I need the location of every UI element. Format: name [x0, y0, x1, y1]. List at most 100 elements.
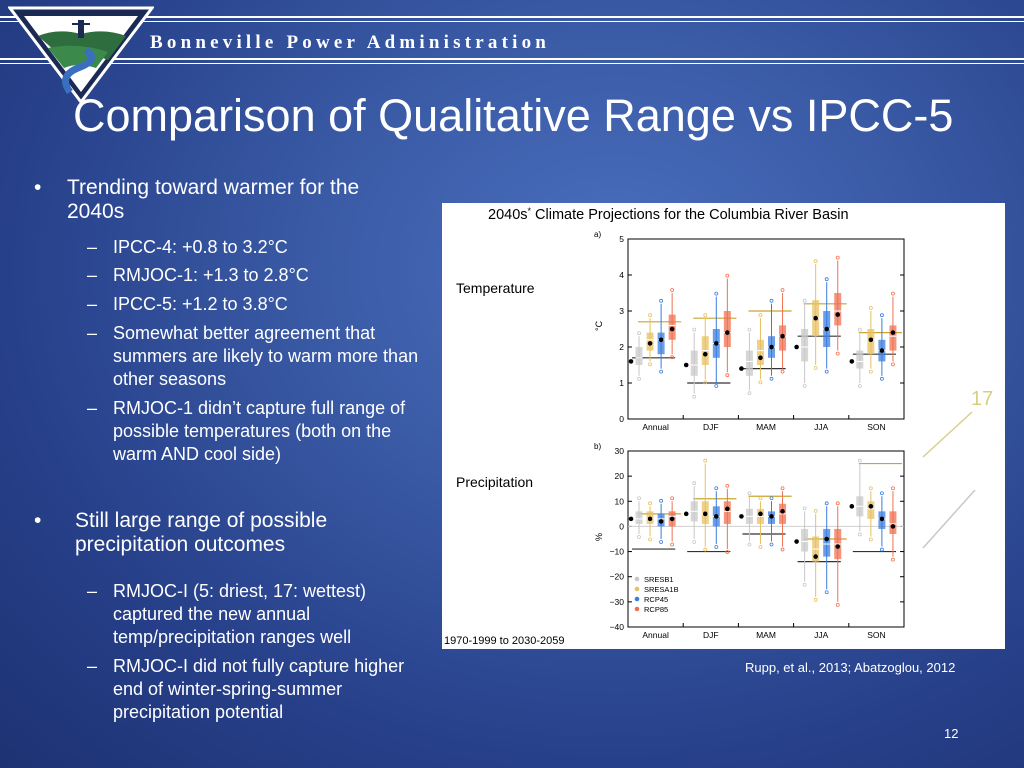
outlier-point	[648, 501, 652, 506]
outlier-point	[692, 327, 697, 332]
mean-point	[780, 333, 785, 339]
outlier-point	[857, 532, 862, 537]
mean-point	[683, 511, 689, 517]
outlier-point	[758, 496, 763, 501]
outlier-point	[780, 369, 785, 374]
mean-point	[868, 337, 874, 343]
legend-label: SRESB1	[644, 575, 674, 584]
bullet-text: Still large range of possible precipitat…	[75, 509, 328, 556]
legend-label: RCP45	[644, 595, 668, 604]
outlier-point	[648, 537, 652, 542]
y-tick-label: −10	[610, 547, 625, 557]
outlier-point	[758, 380, 763, 385]
outlier-point	[725, 483, 730, 488]
outlier-point	[725, 550, 730, 554]
outlier-point	[747, 491, 752, 496]
sub-bullet: – RMJOC-I (5: driest, 17: wettest) captur…	[87, 581, 367, 647]
outlier-point	[714, 545, 719, 549]
outlier-point	[868, 537, 873, 542]
panel-label: b)	[594, 442, 601, 451]
box-body	[745, 350, 753, 376]
figure-title: 2040s* Climate Projections for the Colum…	[488, 206, 849, 223]
bpa-logo	[6, 6, 156, 109]
outlier-point	[758, 313, 763, 318]
mean-point	[758, 511, 763, 517]
outlier-point	[703, 547, 708, 552]
outlier-point	[857, 458, 862, 463]
outlier-point	[637, 535, 641, 539]
outlier-point	[868, 306, 873, 310]
outlier-point	[835, 351, 840, 356]
box-body	[635, 347, 643, 365]
bullet-temperature: • Trending toward warmer for the 2040s	[34, 176, 417, 224]
y-tick-label: 3	[619, 306, 624, 316]
outlier-point	[692, 540, 697, 544]
outlier-point	[780, 547, 785, 552]
mean-point	[647, 341, 653, 346]
mean-point	[849, 359, 855, 364]
y-axis-label: %	[594, 533, 604, 541]
legend-label: SRESA1B	[644, 585, 679, 594]
outlier-point	[725, 273, 730, 278]
outlier-point	[659, 298, 664, 303]
outlier-point	[813, 259, 818, 264]
mean-point	[879, 516, 885, 522]
outlier-point	[725, 373, 730, 378]
sub-bullet-text: IPCC-5: +1.2 to 3.8°C	[113, 294, 288, 314]
outlier-point	[703, 380, 708, 385]
outlier-point	[813, 597, 818, 602]
mean-point	[702, 511, 708, 517]
sub-bullet-text: RMJOC-1: +1.3 to 2.8°C	[113, 265, 309, 285]
y-tick-label: 4	[619, 270, 624, 280]
temperature-row-label: Temperature	[456, 280, 535, 296]
outlier-point	[670, 496, 675, 501]
box-body	[867, 501, 875, 519]
mean-point	[794, 539, 799, 544]
outlier-point	[703, 313, 708, 318]
org-name: Bonneville Power Administration	[150, 32, 551, 53]
box-body	[823, 528, 831, 557]
outlier-point	[879, 313, 884, 318]
panel-frame	[627, 450, 905, 628]
x-category-label: MAM	[756, 422, 776, 432]
outlier-point	[670, 288, 675, 292]
outlier-point	[824, 590, 829, 595]
outlier-point	[659, 369, 664, 374]
mean-point	[739, 366, 744, 371]
mean-point	[628, 516, 634, 522]
bullet-dot: •	[34, 176, 42, 199]
outlier-point	[714, 486, 719, 491]
mean-point	[813, 554, 818, 559]
outlier-point	[891, 557, 895, 562]
outlier-point	[802, 298, 807, 303]
box-body	[657, 332, 665, 355]
mean-point	[702, 351, 708, 357]
outlier-point	[835, 501, 840, 506]
y-tick-label: 30	[615, 446, 625, 456]
page-number: 12	[944, 726, 959, 741]
mean-point	[890, 330, 896, 335]
y-tick-label: 20	[615, 471, 625, 481]
outlier-point	[824, 369, 829, 374]
legend-marker	[634, 586, 640, 592]
outlier-point	[637, 376, 641, 381]
mean-point	[849, 504, 855, 509]
outlier-point	[637, 496, 641, 501]
box-body	[834, 293, 842, 326]
y-tick-label: −20	[610, 572, 625, 582]
mean-point	[758, 355, 763, 361]
mean-point	[769, 344, 774, 350]
mean-point	[647, 516, 653, 522]
sub-bullet: – RMJOC-1: +1.3 to 2.8°C	[87, 265, 309, 285]
x-category-label: SON	[867, 630, 885, 640]
y-tick-label: −30	[610, 597, 625, 607]
mean-point	[725, 506, 730, 512]
header-rule-bottom	[0, 58, 1024, 60]
outlier-point	[670, 355, 675, 360]
box-body	[723, 501, 731, 524]
outlier-point	[747, 542, 752, 547]
period-footnote: 1970-1999 to 2030-2059	[444, 635, 565, 647]
sub-bullet: – IPCC-5: +1.2 to 3.8°C	[87, 294, 288, 314]
precipitation-row-label: Precipitation	[456, 474, 533, 490]
outlier-point	[802, 506, 807, 511]
